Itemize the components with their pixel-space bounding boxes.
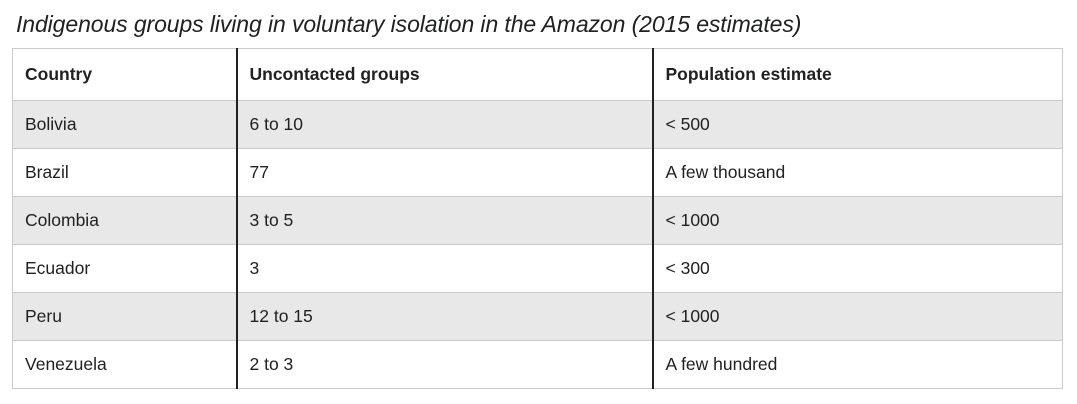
- groups-cell: 3 to 5: [236, 196, 654, 245]
- table-row: Ecuador 3 < 300: [12, 244, 1063, 293]
- country-cell: Bolivia: [12, 100, 238, 149]
- header-row: Country Uncontacted groups Population es…: [12, 48, 1063, 101]
- population-cell: < 300: [652, 244, 1063, 293]
- country-cell: Peru: [12, 292, 238, 341]
- population-cell: A few thousand: [652, 148, 1063, 197]
- population-cell: A few hundred: [652, 340, 1063, 389]
- isolated-groups-table: Country Uncontacted groups Population es…: [12, 48, 1063, 389]
- table-row: Venezuela 2 to 3 A few hundred: [12, 340, 1063, 389]
- table-row: Peru 12 to 15 < 1000: [12, 292, 1063, 341]
- column-header-uncontacted-groups: Uncontacted groups: [236, 48, 654, 101]
- groups-cell: 77: [236, 148, 654, 197]
- table-caption: Indigenous groups living in voluntary is…: [16, 11, 802, 37]
- column-header-population-estimate: Population estimate: [652, 48, 1063, 101]
- country-cell: Colombia: [12, 196, 238, 245]
- population-cell: < 1000: [652, 292, 1063, 341]
- table-row: Bolivia 6 to 10 < 500: [12, 100, 1063, 149]
- country-cell: Brazil: [12, 148, 238, 197]
- table-row: Colombia 3 to 5 < 1000: [12, 196, 1063, 245]
- groups-cell: 2 to 3: [236, 340, 654, 389]
- column-header-country: Country: [12, 48, 238, 101]
- country-cell: Venezuela: [12, 340, 238, 389]
- groups-cell: 3: [236, 244, 654, 293]
- population-cell: < 1000: [652, 196, 1063, 245]
- groups-cell: 6 to 10: [236, 100, 654, 149]
- country-cell: Ecuador: [12, 244, 238, 293]
- table-row: Brazil 77 A few thousand: [12, 148, 1063, 197]
- groups-cell: 12 to 15: [236, 292, 654, 341]
- population-cell: < 500: [652, 100, 1063, 149]
